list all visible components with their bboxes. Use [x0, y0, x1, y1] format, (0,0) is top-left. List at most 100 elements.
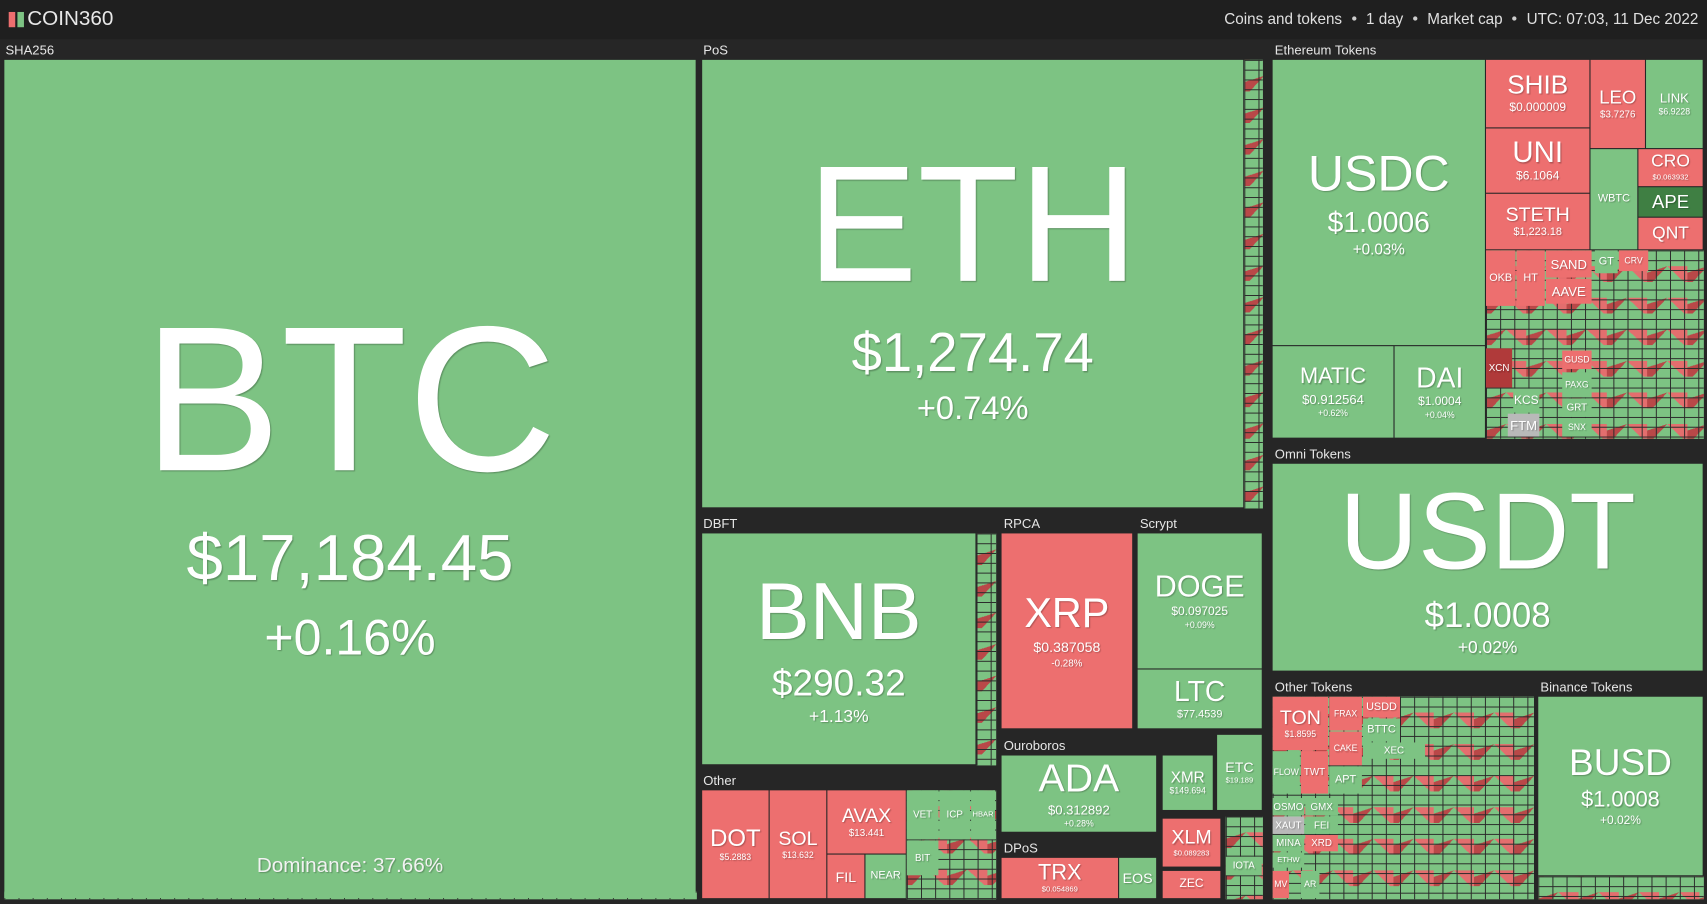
coin-tile[interactable]: XRP $0.387058 -0.28%: [1001, 533, 1133, 729]
coin-tile[interactable]: ADA $0.312892 +0.28%: [1001, 755, 1157, 832]
coin-price: $0.097025: [1171, 605, 1228, 619]
coin-symbol: FIL: [835, 868, 857, 885]
coin-tile[interactable]: CRO $0.063932: [1638, 149, 1703, 187]
coin-change: +1.13%: [809, 707, 869, 727]
coin-price: $1,223.18: [1513, 226, 1562, 239]
coin-tile[interactable]: DOT $5.2883: [702, 790, 769, 899]
coin-tile[interactable]: FIL: [827, 854, 865, 899]
coin-tile[interactable]: GUSD: [1562, 350, 1592, 370]
coin-tile[interactable]: IOTA: [1225, 856, 1262, 876]
coin-tile[interactable]: BIT: [906, 840, 939, 876]
coin-tile[interactable]: CRV: [1618, 250, 1649, 272]
coin-symbol: TRX: [1038, 860, 1082, 885]
coin-tile[interactable]: FLOW: [1272, 751, 1300, 794]
coin-tile[interactable]: DOGE $0.097025 +0.09%: [1137, 533, 1262, 669]
coin-tile[interactable]: SOL $13.632: [769, 790, 827, 899]
coin-tile[interactable]: QNT: [1638, 217, 1703, 250]
coin-change: +0.28%: [1063, 818, 1094, 829]
coin-tile[interactable]: XCN: [1486, 348, 1513, 388]
coin-tile[interactable]: WBTC: [1590, 149, 1638, 250]
coin-tile[interactable]: TON $1.8595: [1272, 696, 1329, 751]
coin-tile[interactable]: NEAR: [865, 854, 906, 899]
coin-tile[interactable]: AVAX $13.441: [827, 790, 906, 854]
coin-tile[interactable]: ETH $1,274.74 +0.74%: [702, 59, 1244, 508]
coin-tile[interactable]: FTM: [1507, 413, 1540, 437]
coin-tile[interactable]: APE: [1638, 187, 1703, 217]
coin-price: $290.32: [771, 662, 906, 705]
coin-tile[interactable]: XRD: [1305, 834, 1338, 852]
coin-price: $1.0006: [1327, 205, 1430, 239]
coin-tile[interactable]: KCS: [1513, 388, 1540, 413]
coin-symbol: EOS: [1122, 869, 1153, 887]
coin-tile[interactable]: ETC $19.189: [1217, 734, 1262, 810]
dominance: Dominance: 37.66%: [256, 854, 444, 878]
coin-tile[interactable]: ZEC: [1162, 870, 1221, 899]
logo-text: COIN360: [27, 7, 114, 31]
coin-price: $0.312892: [1047, 801, 1110, 818]
coin-symbol: HBAR: [972, 811, 994, 819]
coin-tile[interactable]: ETHW: [1272, 852, 1305, 868]
coin-symbol: LEO: [1599, 87, 1637, 108]
coin-tile[interactable]: SNX: [1562, 418, 1592, 437]
group-label: Binance Tokens: [1540, 679, 1633, 695]
coin-tile[interactable]: MINA: [1272, 834, 1305, 852]
coin-tile[interactable]: STETH $1,223.18: [1486, 193, 1590, 250]
coin-tile[interactable]: DAI $1.0004 +0.04%: [1394, 346, 1485, 438]
coin-symbol: AVAX: [841, 804, 892, 827]
coin-tile[interactable]: GT: [1594, 250, 1618, 274]
group-label: DBFT: [703, 516, 738, 532]
coin-tile[interactable]: OSMO: [1272, 797, 1305, 816]
coin-symbol: USDT: [1339, 470, 1636, 593]
coin-tile[interactable]: AR: [1300, 870, 1320, 899]
coin-tile[interactable]: XLM $0.089283: [1162, 818, 1221, 867]
coin-tile[interactable]: XEC: [1362, 742, 1426, 759]
coin-tile[interactable]: FRAX: [1329, 696, 1362, 731]
coin-tile[interactable]: EOS: [1119, 857, 1157, 899]
filter[interactable]: Market cap: [1427, 9, 1503, 28]
coin-tile[interactable]: PAXG: [1562, 372, 1592, 398]
coin-tile[interactable]: LTC $77.4539: [1137, 669, 1262, 729]
coin-symbol: CRO: [1651, 152, 1690, 172]
coin-tile[interactable]: FEI: [1305, 816, 1338, 834]
filter[interactable]: Coins and tokens: [1224, 9, 1343, 28]
coin-price: $19.189: [1225, 776, 1254, 785]
coin-tile[interactable]: XMR $149.694: [1162, 755, 1213, 810]
coin-tile[interactable]: USDD: [1362, 696, 1401, 718]
coin-tile[interactable]: TRX $0.054869: [1001, 857, 1119, 899]
coin-tile[interactable]: USDT $1.0008 +0.02%: [1272, 463, 1703, 671]
coin-tile[interactable]: OKB: [1486, 250, 1516, 306]
coin-tile[interactable]: UNI $6.1064: [1486, 128, 1590, 193]
coin-tile[interactable]: MV: [1272, 870, 1289, 899]
coin-tile[interactable]: HBAR: [971, 790, 996, 840]
coin-symbol: XMR: [1170, 768, 1205, 786]
coin-price: $6.1064: [1516, 170, 1560, 184]
coin-symbol: BTC: [143, 284, 557, 516]
coin-tile[interactable]: SHIB $0.000009: [1486, 59, 1590, 128]
filter[interactable]: 1 day: [1366, 9, 1404, 28]
coin-tile[interactable]: USDC $1.0006 +0.03%: [1272, 59, 1485, 346]
coin-tile[interactable]: CAKE: [1329, 731, 1362, 766]
coin-tile[interactable]: BUSD $1.0008 +0.02%: [1538, 696, 1703, 876]
coin-tile[interactable]: BTTC: [1362, 718, 1401, 742]
coin-tile[interactable]: GRT: [1562, 398, 1592, 417]
coin-tile[interactable]: ICP: [939, 790, 970, 840]
coin-tile[interactable]: TWT: [1300, 751, 1329, 794]
coin-tile[interactable]: LINK $6.9228: [1646, 59, 1703, 149]
coin-symbol: BTTC: [1367, 723, 1396, 736]
filter[interactable]: UTC: 07:03, 11 Dec 2022: [1526, 9, 1699, 28]
coin-tile[interactable]: GMX: [1305, 797, 1338, 816]
coin-tile[interactable]: MATIC $0.912564 +0.62%: [1272, 346, 1394, 438]
coin-tile[interactable]: AAVE: [1545, 278, 1592, 304]
coin-tile[interactable]: SAND: [1545, 250, 1592, 278]
coin-tile[interactable]: LEO $3.7276: [1590, 59, 1645, 149]
coin-symbol: DOGE: [1154, 569, 1245, 604]
coin-tile[interactable]: APT: [1329, 766, 1362, 794]
coin-price: $6.9228: [1658, 106, 1691, 117]
coin-symbol: ETC: [1225, 759, 1254, 776]
coin-tile[interactable]: HT: [1516, 250, 1545, 306]
logo[interactable]: COIN360: [8, 7, 114, 32]
coin-tile[interactable]: VET: [906, 790, 939, 840]
coin-tile[interactable]: BTC $17,184.45 +0.16% Dominance: 37.66%: [4, 59, 696, 899]
coin-tile[interactable]: XAUT: [1272, 816, 1305, 834]
coin-tile[interactable]: BNB $290.32 +1.13%: [702, 533, 976, 765]
